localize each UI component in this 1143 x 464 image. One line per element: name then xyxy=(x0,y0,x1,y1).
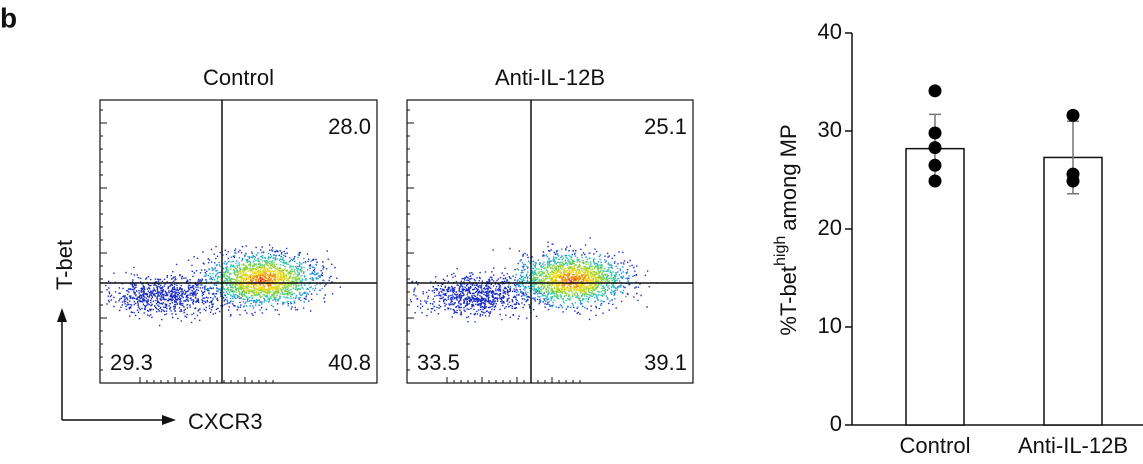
flow-plot-frame xyxy=(99,99,378,384)
quadrant-value: 28.0 xyxy=(328,114,371,139)
data-point xyxy=(928,84,942,98)
data-point xyxy=(928,174,942,188)
y-label-part: among MP xyxy=(776,124,801,230)
flow-events xyxy=(259,277,267,283)
quadrant-value: 40.8 xyxy=(328,350,371,375)
flow-plot-title: Anti-IL-12B xyxy=(495,65,605,90)
flow-events xyxy=(546,265,600,293)
flow-axis-arrows xyxy=(57,308,176,425)
flow-events xyxy=(520,254,624,304)
quadrant-value: 33.5 xyxy=(417,350,460,375)
bar xyxy=(905,147,965,426)
y-label-part: high xyxy=(772,236,789,266)
x-tick-label: Anti-IL-12B xyxy=(1018,433,1128,458)
quadrant-value: 29.3 xyxy=(110,350,153,375)
flow-events xyxy=(220,260,302,299)
data-point xyxy=(928,126,942,140)
quadrant-value: 39.1 xyxy=(644,350,687,375)
flow-events xyxy=(237,267,291,293)
quadrant-value: 25.1 xyxy=(644,114,687,139)
flow-plot-frame xyxy=(406,99,694,384)
y-axis-label: %T-bethigh among MP xyxy=(772,124,801,335)
y-tick-label: 10 xyxy=(818,313,842,338)
y-tick-label: 20 xyxy=(818,215,842,240)
y-tick-label: 0 xyxy=(830,411,842,436)
flow-events xyxy=(209,255,316,303)
flow-events xyxy=(532,259,613,300)
y-tick-label: 30 xyxy=(818,117,842,142)
y-tick-label: 40 xyxy=(818,19,842,44)
panel-label: b xyxy=(0,2,17,33)
x-tick-label: Control xyxy=(900,433,971,458)
y-label-part: %T-bet xyxy=(776,266,801,336)
flow-events xyxy=(105,244,341,327)
flow-x-label: CXCR3 xyxy=(188,409,263,434)
flow-plot-title: Control xyxy=(203,65,274,90)
data-point xyxy=(928,141,942,155)
flow-y-label: T-bet xyxy=(52,240,77,290)
flow-events xyxy=(568,278,576,283)
data-point xyxy=(1066,174,1080,188)
data-point xyxy=(928,158,942,172)
data-point xyxy=(1066,108,1080,122)
flow-events xyxy=(555,272,590,288)
bar xyxy=(1043,156,1103,426)
